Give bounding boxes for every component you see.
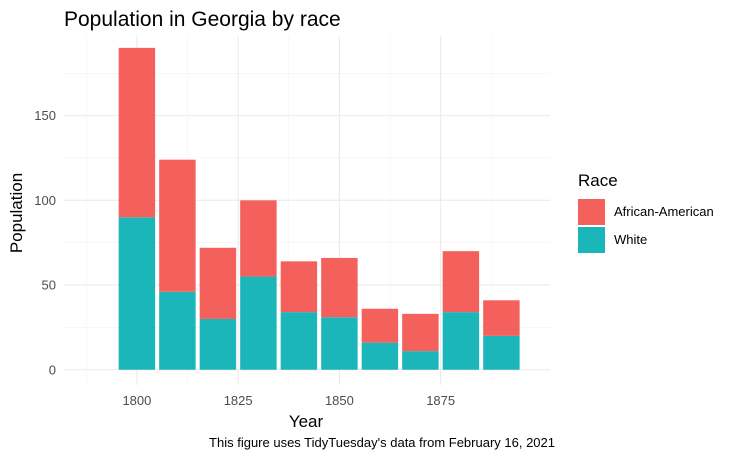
bar-african-american-1860 <box>361 308 399 343</box>
y-tick-label: 150 <box>34 108 56 123</box>
bar-white-1860 <box>361 342 399 370</box>
bar-african-american-1820 <box>199 247 237 319</box>
legend-label: African-American <box>614 204 714 219</box>
y-tick-label: 50 <box>42 278 56 293</box>
x-axis-title: Year <box>289 412 324 431</box>
caption: This figure uses TidyTuesday's data from… <box>209 435 555 450</box>
bar-african-american-1830 <box>240 200 277 277</box>
bar-white-1820 <box>199 318 237 370</box>
legend-label: White <box>614 232 647 247</box>
bars <box>118 47 520 370</box>
bar-african-american-1880 <box>442 251 480 313</box>
x-tick-label: 1850 <box>325 393 354 408</box>
legend-title: Race <box>578 171 618 190</box>
y-tick-label: 100 <box>34 193 56 208</box>
x-tick-label: 1825 <box>224 393 253 408</box>
x-tick-label: 1800 <box>122 393 151 408</box>
bar-african-american-1850 <box>321 257 358 318</box>
bar-african-american-1870 <box>402 313 439 352</box>
y-tick-label: 0 <box>49 362 56 377</box>
legend-swatch <box>578 227 605 253</box>
bar-white-1840 <box>280 312 318 370</box>
y-tick-labels: 0 50 100 150 <box>34 108 56 377</box>
bar-african-american-1810 <box>159 159 196 292</box>
legend-swatch <box>578 199 605 225</box>
y-axis-title: Population <box>7 173 26 253</box>
bar-white-1850 <box>321 317 358 370</box>
chart-title: Population in Georgia by race <box>64 8 341 31</box>
bar-white-1810 <box>159 291 196 370</box>
bar-african-american-1890 <box>483 300 520 336</box>
legend: Race African-American White <box>578 171 714 253</box>
bar-white-1830 <box>240 276 277 370</box>
bar-white-1870 <box>402 351 439 370</box>
bar-african-american-1840 <box>280 261 318 313</box>
bar-white-1880 <box>442 312 480 370</box>
x-tick-labels: 1800 1825 1850 1875 <box>122 393 455 408</box>
bar-african-american-1800 <box>118 47 156 218</box>
bar-white-1890 <box>483 335 520 370</box>
bar-white-1800 <box>118 217 156 370</box>
x-tick-label: 1875 <box>426 393 455 408</box>
